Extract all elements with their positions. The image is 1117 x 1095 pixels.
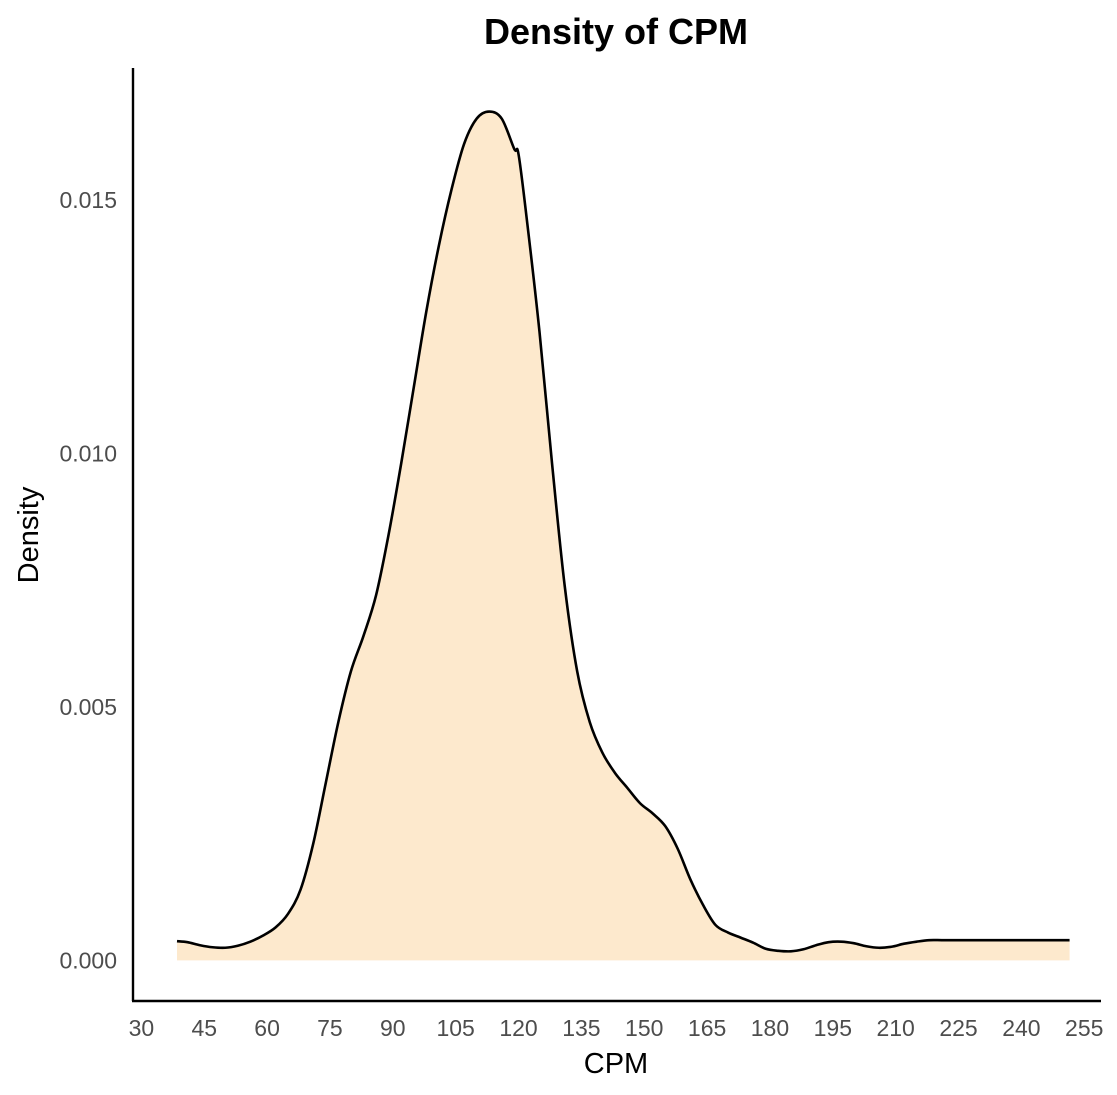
x-axis-title: CPM (584, 1048, 648, 1080)
y-tick-label: 0.010 (59, 440, 117, 466)
chart-title: Density of CPM (484, 11, 748, 52)
x-tick-label: 75 (317, 1015, 343, 1041)
x-tick-label: 210 (876, 1015, 914, 1041)
x-tick-label: 255 (1065, 1015, 1103, 1041)
x-tick-label: 45 (191, 1015, 217, 1041)
x-tick-label: 240 (1002, 1015, 1040, 1041)
x-axis-ticks: 30 45 60 75 90 105 120 135 150 165 180 195 210 225 240… (129, 1015, 1104, 1041)
x-tick-label: 60 (254, 1015, 280, 1041)
x-tick-label: 120 (499, 1015, 537, 1041)
density-line (176, 110, 1070, 953)
plot-area (176, 110, 1070, 961)
y-tick-label: 0.015 (59, 187, 117, 213)
x-tick-label: 180 (751, 1015, 789, 1041)
y-axis-ticks: 0.000 0.005 0.010 0.015 (59, 187, 117, 974)
x-tick-label: 105 (436, 1015, 474, 1041)
x-tick-label: 165 (688, 1015, 726, 1041)
y-tick-label: 0.000 (59, 947, 117, 973)
y-axis-title: Density (13, 486, 45, 583)
x-tick-label: 150 (625, 1015, 663, 1041)
x-tick-label: 30 (129, 1015, 155, 1041)
x-tick-label: 135 (562, 1015, 600, 1041)
x-tick-label: 90 (380, 1015, 406, 1041)
x-tick-label: 225 (939, 1015, 977, 1041)
y-tick-label: 0.005 (59, 694, 117, 720)
density-area (177, 111, 1070, 961)
x-tick-label: 195 (814, 1015, 852, 1041)
